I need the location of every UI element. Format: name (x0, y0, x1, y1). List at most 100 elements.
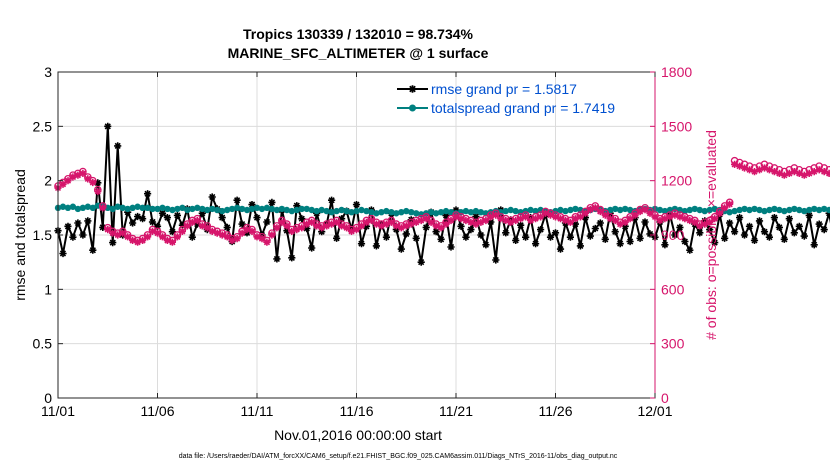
data-point (706, 218, 714, 226)
data-point (402, 222, 410, 230)
data-point (263, 238, 271, 246)
data-point (806, 206, 813, 214)
data-point (796, 206, 803, 214)
data-point (686, 216, 694, 225)
data-point (527, 206, 534, 214)
data-point (596, 207, 604, 216)
data-point (581, 209, 589, 217)
data-point (403, 207, 410, 215)
data-point (104, 122, 112, 130)
data-point (139, 204, 146, 212)
data-point (318, 224, 326, 232)
data-point (631, 211, 639, 219)
data-point (721, 234, 729, 242)
data-point (353, 207, 360, 215)
data-point (815, 220, 823, 228)
data-point (765, 166, 773, 174)
series-line (57, 126, 830, 263)
data-point (178, 221, 186, 229)
data-point (756, 206, 763, 214)
data-point (193, 216, 201, 225)
data-point (273, 224, 281, 232)
data-point (378, 208, 385, 216)
legend-marker-totalspread (409, 104, 416, 112)
data-point (527, 216, 535, 225)
data-point (681, 237, 689, 246)
data-point (432, 228, 440, 236)
y-tick-label: 2 (44, 173, 52, 189)
data-point (785, 215, 793, 223)
data-point (666, 213, 674, 221)
data-point (129, 219, 137, 227)
data-point (79, 169, 87, 177)
data-point (805, 211, 813, 219)
data-point (258, 205, 266, 213)
data-point (790, 229, 798, 237)
data-point (323, 222, 331, 230)
data-point (89, 246, 97, 254)
data-point (562, 207, 569, 215)
data-point (571, 220, 579, 228)
y2-tick-label: 1200 (661, 173, 692, 189)
data-point (427, 218, 435, 226)
data-point (566, 218, 574, 226)
data-point (298, 224, 306, 232)
data-point (99, 223, 107, 231)
x-tick-label: 12/01 (637, 403, 672, 419)
y2-tick-label: 1500 (661, 118, 692, 134)
data-point (263, 204, 271, 212)
data-point (467, 208, 475, 216)
data-point (731, 160, 739, 168)
data-point (551, 213, 560, 221)
data-point (781, 207, 788, 215)
data-point (561, 216, 570, 225)
data-point (795, 169, 803, 177)
data-point (706, 226, 714, 234)
data-point (288, 207, 296, 215)
data-point (382, 233, 390, 241)
data-point (750, 236, 759, 244)
y-axis-label: rmse and totalspread (12, 169, 28, 301)
data-point (656, 216, 664, 225)
data-point (398, 208, 405, 216)
data-point (472, 207, 480, 215)
data-point (318, 228, 326, 236)
y2-tick-label: 0 (661, 390, 669, 406)
data-point (79, 231, 87, 239)
data-point (482, 241, 490, 249)
data-point (745, 222, 754, 230)
data-point (119, 204, 126, 212)
data-point (74, 171, 82, 179)
data-point (114, 142, 122, 150)
data-point (308, 244, 316, 252)
chart-title: Tropics 130339 / 132010 = 98.734% (243, 26, 474, 42)
y-tick-label: 0 (44, 390, 52, 406)
data-point (328, 208, 335, 216)
data-point (686, 206, 694, 214)
data-point (223, 223, 231, 231)
legend-entry-rmse: rmse grand pr = 1.5817 (431, 81, 577, 97)
data-point (393, 210, 400, 217)
data-point (283, 206, 291, 214)
data-point (745, 166, 754, 174)
data-point (203, 224, 211, 232)
data-point (761, 207, 768, 215)
data-point (626, 215, 634, 223)
data-point (134, 203, 141, 210)
data-point (646, 230, 654, 238)
data-point (163, 214, 171, 222)
data-point (328, 220, 336, 228)
data-point (233, 235, 241, 243)
data-point (556, 215, 565, 223)
data-point (820, 205, 828, 213)
data-point (129, 204, 136, 212)
data-point (775, 223, 783, 231)
data-point (209, 205, 216, 213)
data-point (352, 226, 361, 234)
data-point (149, 205, 156, 213)
data-point (810, 168, 818, 176)
data-point (676, 223, 684, 231)
data-point (392, 222, 400, 230)
data-point (472, 212, 480, 221)
